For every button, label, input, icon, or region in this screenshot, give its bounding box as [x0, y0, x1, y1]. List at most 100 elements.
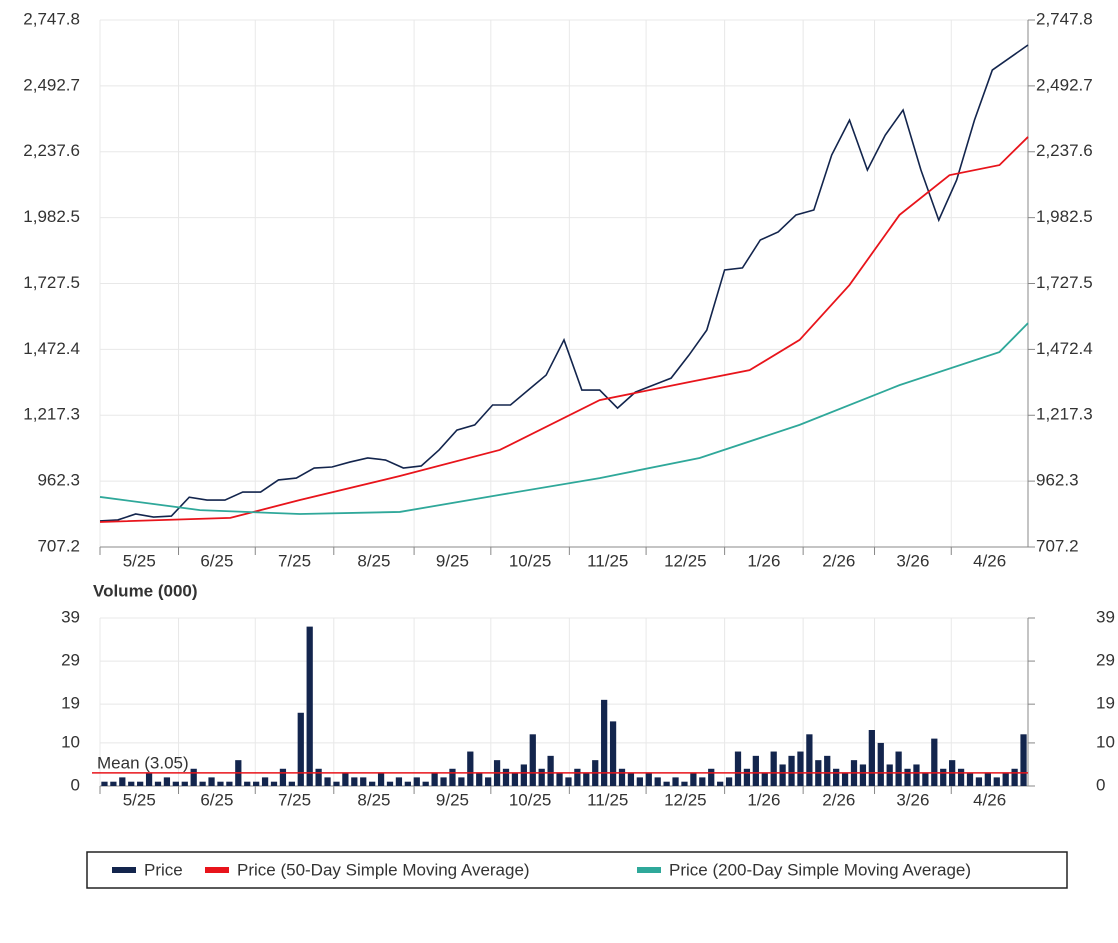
y-tick-label-right: 39: [1096, 607, 1115, 626]
bar: [645, 773, 652, 786]
x-tick-label: 4/26: [973, 790, 1006, 809]
bar: [128, 781, 135, 786]
bar: [877, 742, 884, 786]
y-tick-label-right: 29: [1096, 651, 1115, 670]
bar: [565, 777, 572, 786]
bar: [279, 768, 287, 786]
mean-label: Mean (3.05): [97, 753, 189, 772]
bar: [868, 730, 875, 786]
bar: [609, 721, 617, 786]
bar: [485, 777, 492, 786]
y-tick-label: 2,492.7: [23, 75, 80, 94]
x-tick-label: 5/25: [123, 790, 156, 809]
bar: [377, 773, 385, 786]
bar: [288, 781, 295, 786]
bar: [458, 777, 465, 786]
x-tick-label: 10/25: [509, 790, 552, 809]
bar: [1002, 773, 1009, 786]
bar: [315, 768, 322, 786]
bar: [663, 781, 670, 786]
y-tick-label-right: 19: [1096, 694, 1115, 713]
bar: [913, 764, 920, 786]
x-tick-label: 11/25: [587, 551, 628, 570]
bar: [654, 777, 661, 786]
bar: [413, 777, 420, 786]
bar: [145, 773, 153, 786]
bar: [583, 773, 590, 786]
bar: [199, 781, 206, 786]
x-tick-label: 9/25: [436, 790, 469, 809]
x-tick-label: 3/26: [896, 551, 929, 570]
x-tick-label: 7/25: [278, 551, 311, 570]
y-tick-label: 2,237.6: [23, 141, 80, 160]
x-tick-label: 1/26: [747, 790, 780, 809]
bar: [270, 781, 278, 786]
bar: [922, 773, 929, 786]
x-tick-label: 12/25: [664, 551, 707, 570]
bar: [708, 768, 715, 786]
bar: [627, 773, 635, 786]
bar: [467, 751, 474, 786]
bar: [538, 768, 545, 786]
x-tick-label: 11/25: [587, 790, 628, 809]
bar: [734, 751, 742, 786]
bar: [752, 755, 759, 786]
bar: [154, 781, 162, 786]
bar: [181, 781, 188, 786]
x-tick-label: 3/26: [896, 790, 929, 809]
bar: [1020, 734, 1027, 786]
bar: [244, 781, 251, 786]
bar: [895, 751, 902, 786]
bar: [993, 777, 1000, 786]
bar: [324, 777, 331, 786]
y-tick-label: 962.3: [37, 471, 80, 490]
legend-label: Price (50-Day Simple Moving Average): [237, 860, 530, 879]
x-tick-label: 8/25: [357, 551, 390, 570]
bar: [208, 777, 215, 786]
bar: [422, 781, 429, 786]
y-tick-label-right: 10: [1096, 732, 1115, 751]
bar: [833, 768, 840, 786]
bar: [529, 734, 536, 786]
bar: [520, 764, 527, 786]
bar: [386, 781, 394, 786]
bar: [717, 781, 724, 786]
bar: [761, 773, 768, 786]
bar: [672, 777, 679, 786]
y-tick-label: 39: [61, 607, 80, 626]
y-tick-label: 1,982.5: [23, 207, 80, 226]
bar: [101, 781, 108, 786]
bar: [395, 777, 403, 786]
x-tick-label: 1/26: [747, 551, 780, 570]
x-tick-label: 4/26: [973, 551, 1006, 570]
y-tick-label-right: 1,727.5: [1036, 273, 1093, 292]
bar: [886, 764, 893, 786]
bar: [574, 768, 581, 786]
bar: [797, 751, 804, 786]
bar: [725, 777, 733, 786]
y-tick-label: 19: [61, 694, 80, 713]
y-tick-label: 1,727.5: [23, 273, 80, 292]
x-tick-label: 8/25: [357, 790, 390, 809]
x-tick-label: 7/25: [278, 790, 311, 809]
y-tick-label-right: 2,237.6: [1036, 141, 1093, 160]
bar: [226, 781, 233, 786]
bar: [253, 781, 260, 786]
y-tick-label: 1,472.4: [23, 339, 80, 358]
x-tick-label: 2/26: [822, 551, 855, 570]
x-tick-label: 6/25: [200, 790, 233, 809]
bar: [779, 764, 786, 786]
legend-label: Price (200-Day Simple Moving Average): [669, 860, 971, 879]
bar: [119, 777, 126, 786]
bar: [110, 781, 117, 786]
bar: [859, 764, 867, 786]
bar: [297, 712, 304, 786]
bar: [172, 781, 179, 786]
y-tick-label-right: 1,982.5: [1036, 207, 1093, 226]
bar: [636, 777, 643, 786]
legend-swatch: [637, 867, 661, 873]
bar: [601, 699, 608, 786]
bar: [163, 777, 171, 786]
y-tick-label-right: 707.2: [1036, 536, 1079, 555]
